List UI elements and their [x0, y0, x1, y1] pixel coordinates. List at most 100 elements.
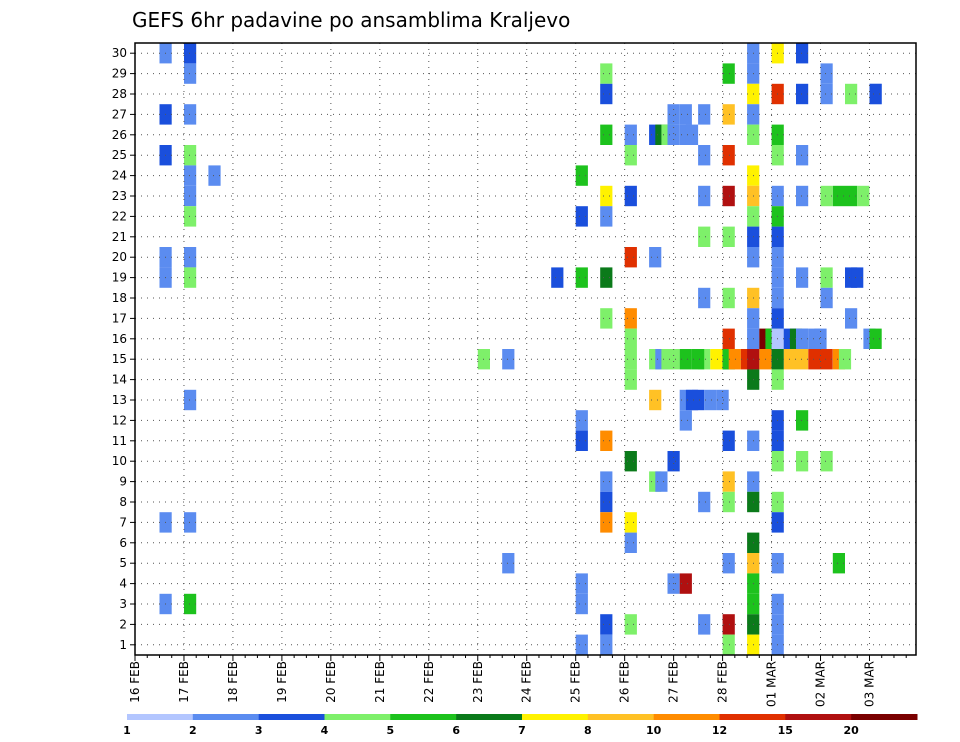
precip-cell — [551, 267, 564, 288]
precip-cell — [600, 185, 613, 207]
y-tick-label: 30 — [112, 46, 127, 60]
precip-cell — [716, 389, 729, 411]
precip-cell — [820, 185, 833, 207]
precip-cell — [600, 124, 613, 145]
legend-label: 10 — [646, 724, 662, 737]
legend-label: 3 — [255, 724, 263, 737]
precip-cell — [869, 328, 882, 349]
x-tick-label: 21 FEB — [373, 661, 387, 703]
precip-cell — [722, 145, 735, 166]
precip-cell — [796, 145, 809, 166]
precip-cell — [722, 471, 735, 492]
y-tick-label: 26 — [112, 128, 127, 142]
precip-cell — [698, 287, 711, 309]
precip-cell — [575, 593, 588, 615]
x-tick-label: 23 FEB — [471, 661, 485, 703]
legend-swatch — [192, 714, 260, 720]
precip-cell — [184, 593, 197, 615]
precip-cell — [692, 349, 705, 370]
precip-cell — [722, 104, 735, 125]
y-tick-label: 23 — [112, 189, 127, 203]
precip-cell — [600, 308, 613, 329]
legend-swatch — [653, 714, 720, 720]
precip-cell — [851, 267, 864, 288]
x-tick-label: 18 FEB — [226, 661, 240, 703]
precip-cell — [698, 614, 711, 635]
precip-cell — [624, 614, 637, 635]
precip-cell — [845, 185, 858, 207]
legend-swatch — [785, 714, 852, 720]
y-tick-label: 10 — [112, 454, 127, 468]
precip-cell — [624, 124, 637, 145]
precip-cell — [600, 83, 613, 105]
precip-cell — [667, 349, 680, 370]
y-tick-label: 14 — [112, 373, 127, 387]
precip-cell — [624, 308, 637, 329]
precip-cell — [857, 185, 870, 207]
precip-cell — [838, 349, 852, 370]
precip-cell — [728, 349, 741, 370]
precip-cell — [208, 165, 221, 186]
precip-cell — [667, 124, 680, 145]
y-tick-label: 27 — [112, 107, 127, 121]
precip-cell — [820, 349, 833, 370]
y-tick-label: 12 — [112, 413, 127, 427]
precip-cell — [820, 267, 833, 288]
precip-cell — [796, 349, 809, 370]
precip-cell — [796, 185, 809, 207]
legend-swatch — [719, 714, 786, 720]
precip-cell — [796, 43, 809, 64]
precip-cell — [832, 185, 845, 207]
precip-cell — [575, 430, 588, 451]
precip-cell — [722, 226, 735, 247]
legend-swatch — [258, 714, 325, 720]
precip-cell — [698, 226, 711, 247]
precip-cell — [722, 63, 735, 84]
precip-cell — [820, 451, 833, 472]
x-tick-label: 27 FEB — [667, 661, 681, 703]
precip-cell — [600, 491, 613, 513]
legend-swatch — [456, 714, 523, 720]
precip-cell — [698, 104, 711, 125]
precip-cell — [184, 63, 197, 84]
legend-label: 8 — [584, 724, 592, 737]
precip-cell — [685, 124, 699, 145]
legend-label: 15 — [778, 724, 793, 737]
precip-cell — [808, 349, 821, 370]
precip-cell — [600, 634, 613, 655]
precip-cell — [722, 553, 735, 574]
heatmap-cells — [159, 43, 882, 655]
precip-cell — [624, 247, 637, 268]
legend-label: 2 — [189, 724, 197, 737]
precip-cell — [624, 185, 637, 207]
precip-cell — [575, 410, 588, 431]
precip-cell — [600, 471, 613, 492]
y-tick-label: 21 — [112, 230, 127, 244]
x-tick-label: 19 FEB — [275, 661, 289, 703]
chart-grid — [135, 43, 916, 655]
precip-cell — [624, 532, 637, 553]
precip-cell — [184, 43, 197, 64]
y-tick-label: 7 — [119, 515, 127, 529]
legend-label: 7 — [518, 724, 526, 737]
precip-cell — [184, 247, 197, 268]
y-tick-label: 6 — [119, 536, 127, 550]
precip-cell — [704, 389, 717, 411]
precip-cell — [845, 308, 858, 329]
y-tick-label: 9 — [119, 475, 127, 489]
y-tick-label: 4 — [119, 577, 127, 591]
chart-title: GEFS 6hr padavine po ansamblima Kraljevo — [132, 8, 570, 32]
y-tick-label: 19 — [112, 271, 127, 285]
precip-cell — [796, 451, 809, 472]
precip-cell — [184, 512, 197, 533]
precip-cell — [820, 83, 833, 105]
y-tick-label: 13 — [112, 393, 127, 407]
legend-label: 4 — [321, 724, 329, 737]
x-tick-label: 26 FEB — [618, 661, 632, 703]
precip-cell — [722, 185, 735, 207]
precip-cell — [600, 267, 613, 288]
precip-cell — [184, 389, 197, 411]
precip-cell — [624, 512, 637, 533]
y-tick-label: 28 — [112, 87, 127, 101]
precip-cell — [600, 63, 613, 84]
